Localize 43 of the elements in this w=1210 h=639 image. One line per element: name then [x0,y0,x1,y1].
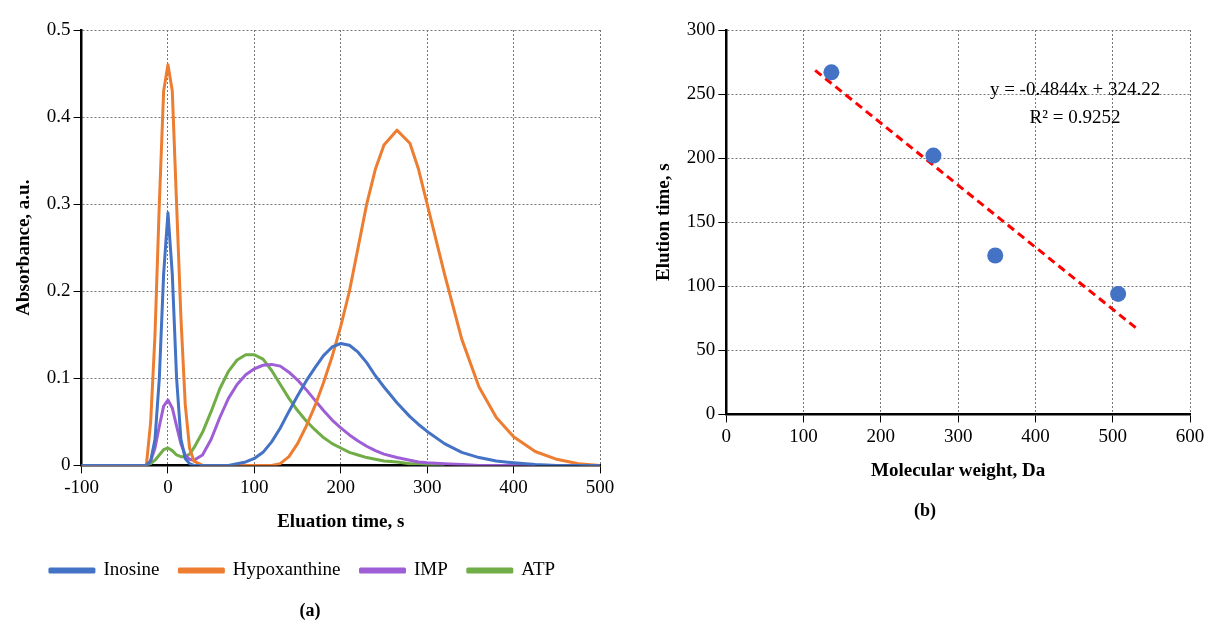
x-tick-label: 300 [412,475,442,497]
x-tick-label: 300 [943,424,973,446]
x-tick-label: 500 [585,475,615,497]
y-tick-label: 50 [696,338,716,360]
y-tick-label: 0 [61,453,71,475]
y-tick-label: 0.2 [46,279,71,301]
y-tick-label: 200 [686,146,716,168]
x-tick-label: 200 [326,475,356,497]
x-axis-title: Eluation time, s [277,509,405,531]
y-tick-label: 150 [686,210,716,232]
x-tick-label: 0 [721,424,732,446]
y-tick-label: 0.3 [46,192,71,214]
x-tick-label: 0 [163,475,173,497]
x-axis-title: Molecular weight, Da [870,458,1046,480]
x-tick-label: 100 [789,424,818,446]
y-tick-label: 300 [686,17,716,39]
y-tick-label: 0.1 [46,366,71,388]
x-tick-label: 100 [240,475,269,497]
legend-label: Hypoxanthine [232,558,341,580]
text: (b) [913,500,937,521]
annotation: y = -0.4844x + 324.22 [989,77,1161,99]
y-tick-label: 0 [705,402,716,424]
point [987,247,1004,264]
x-tick-label: -100 [64,475,99,497]
x-tick-label: 600 [1175,424,1205,446]
x-tick-label: 400 [499,475,528,497]
point [823,64,840,81]
point [1110,285,1127,302]
x-tick-label: 200 [866,424,896,446]
y-tick-label: 0.5 [46,17,71,39]
y-axis-title: Absorbance, a.u. [12,179,34,316]
text: (a) [298,600,322,621]
legend-label: ATP [521,558,556,580]
y-axis-title: Elution time, s [652,163,674,282]
legend-label: Inosine [103,558,160,580]
legend-label: IMP [414,558,448,580]
x-tick-label: 400 [1021,424,1050,446]
y-tick-label: 0.4 [46,105,72,127]
annotation: R² = 0.9252 [1029,105,1121,127]
point [925,147,942,164]
y-tick-label: 250 [686,82,716,104]
y-tick-label: 100 [686,274,716,296]
x-tick-label: 500 [1098,424,1127,446]
